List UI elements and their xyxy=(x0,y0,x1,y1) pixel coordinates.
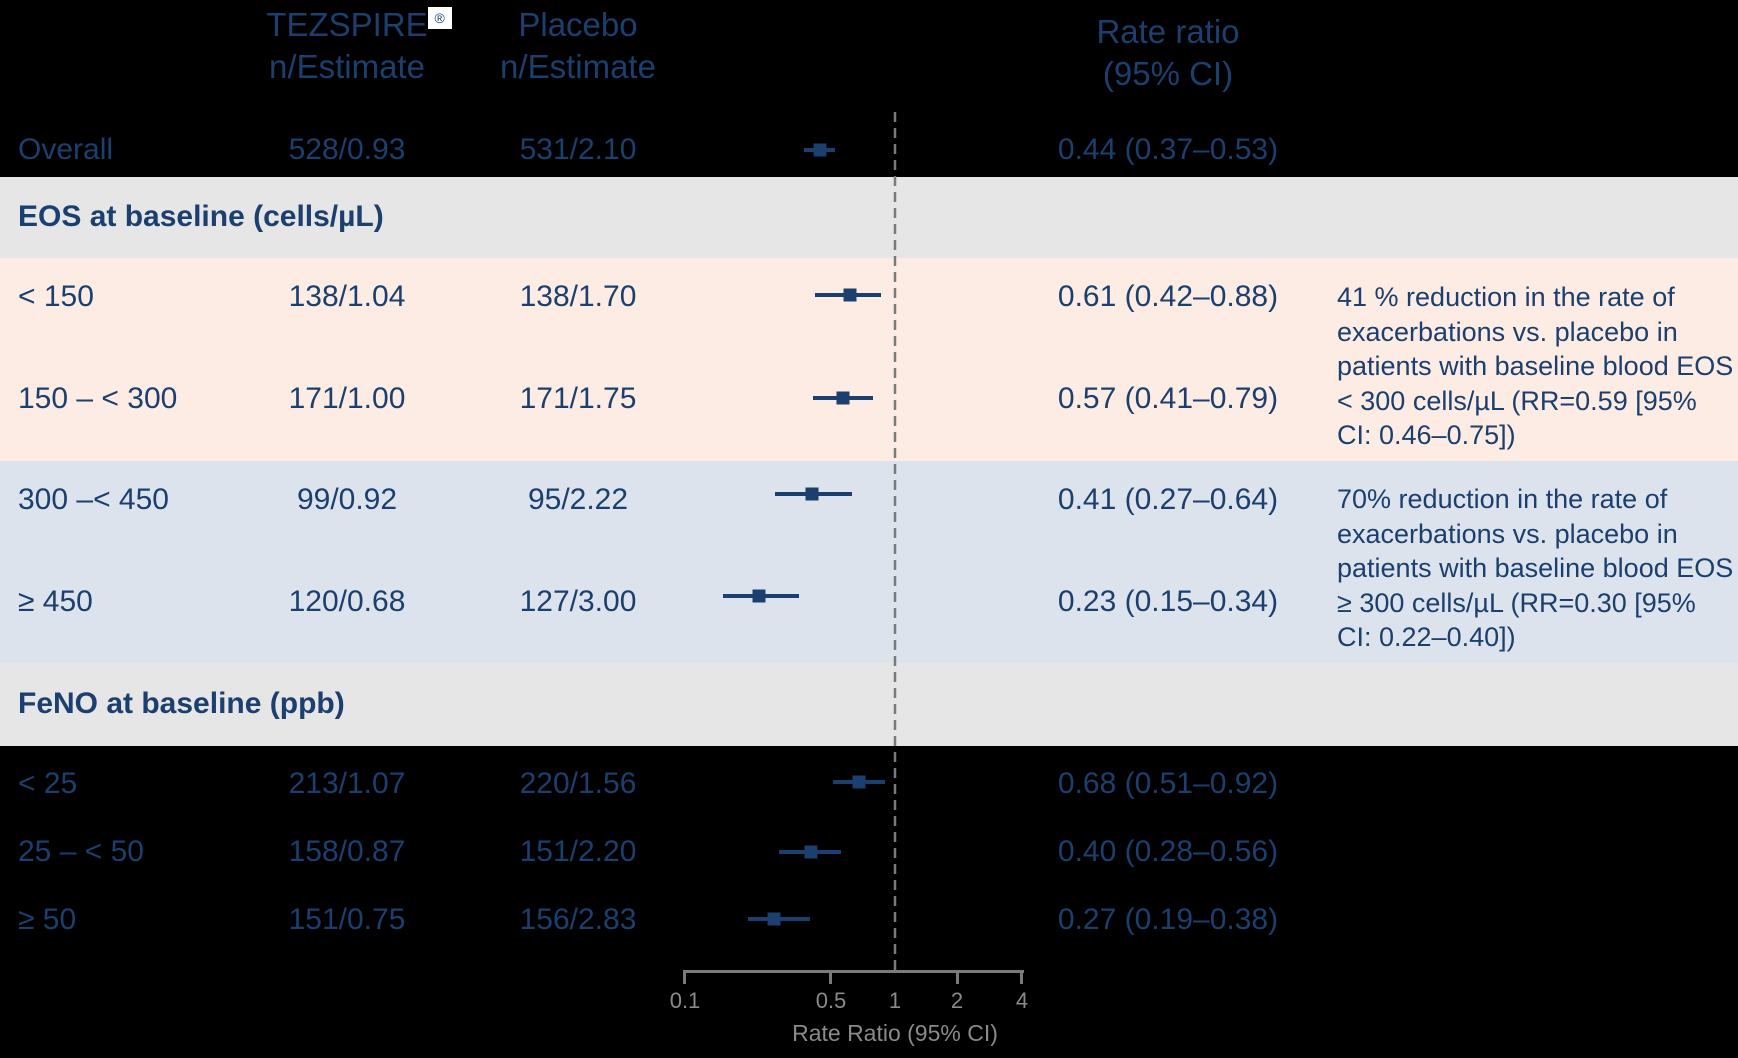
rate-ratio-value: 0.23 (0.15–0.34) xyxy=(1057,585,1279,618)
tezspire-value: 158/0.87 xyxy=(288,835,406,868)
x-axis-tick xyxy=(956,970,959,984)
registered-mark: ® xyxy=(427,7,452,29)
placebo-value: 171/1.75 xyxy=(519,382,637,415)
tezspire-header-subtitle: n/Estimate xyxy=(269,48,425,85)
row-label: 150 – < 300 xyxy=(18,382,178,415)
rate-ratio-value: 0.44 (0.37–0.53) xyxy=(1057,133,1279,166)
placebo-value: 220/1.56 xyxy=(519,767,637,800)
point-estimate-marker xyxy=(852,775,866,789)
x-tick-label: 0.1 xyxy=(669,988,701,1013)
eos-high-annotation: 70% reduction in the rate of exacerbatio… xyxy=(1337,484,1734,652)
rate-ratio-value: 0.61 (0.42–0.88) xyxy=(1057,280,1279,313)
rate-ratio-header-ci: (95% CI) xyxy=(1102,55,1234,92)
point-estimate-marker xyxy=(836,391,850,405)
x-tick-label: 2 xyxy=(950,988,964,1013)
placebo-value: 151/2.20 xyxy=(519,835,637,868)
row-label: ≥ 50 xyxy=(18,903,77,936)
point-estimate-marker xyxy=(805,487,819,501)
tezspire-value: 528/0.93 xyxy=(288,133,406,166)
rate-ratio-value: 0.41 (0.27–0.64) xyxy=(1057,483,1279,516)
x-tick-label: 0.5 xyxy=(815,988,847,1013)
tezspire-value: 213/1.07 xyxy=(288,767,406,800)
rate-ratio-value: 0.57 (0.41–0.79) xyxy=(1057,382,1279,415)
eos-low-band xyxy=(0,258,1738,461)
point-estimate-marker xyxy=(813,143,827,157)
point-estimate-marker xyxy=(843,288,857,302)
row-label: < 150 xyxy=(18,280,94,313)
rate-ratio-value: 0.27 (0.19–0.38) xyxy=(1057,903,1279,936)
row-label: 300 –< 450 xyxy=(18,483,169,516)
point-estimate-marker xyxy=(767,912,781,926)
placebo-header-name: Placebo xyxy=(518,6,638,43)
feno-section-band xyxy=(0,663,1738,746)
eos-section-band xyxy=(0,177,1738,258)
placebo-value: 531/2.10 xyxy=(519,133,637,166)
eos-section-title: EOS at baseline (cells/µL) xyxy=(18,200,384,233)
x-axis-tick xyxy=(683,970,686,984)
reference-line xyxy=(893,112,897,972)
placebo-value: 156/2.83 xyxy=(519,903,637,936)
row-label: 25 – < 50 xyxy=(18,835,144,868)
feno-section-title: FeNO at baseline (ppb) xyxy=(18,687,345,720)
x-axis-line xyxy=(684,970,1024,973)
tezspire-value: 138/1.04 xyxy=(288,280,406,313)
placebo-value: 127/3.00 xyxy=(519,585,637,618)
tezspire-header: TEZSPIRE ® n/Estimate xyxy=(227,4,467,88)
placebo-header: Placebo n/Estimate xyxy=(458,4,698,88)
x-axis-tick xyxy=(1020,970,1023,984)
row-label: Overall xyxy=(18,133,114,166)
tezspire-value: 171/1.00 xyxy=(288,382,406,415)
point-estimate-marker xyxy=(752,589,766,603)
point-estimate-marker xyxy=(804,845,818,859)
x-tick-label: 4 xyxy=(1015,988,1029,1013)
tezspire-value: 151/0.75 xyxy=(288,903,406,936)
rate-ratio-header-title: Rate ratio xyxy=(1096,13,1240,50)
row-label: < 25 xyxy=(18,767,78,800)
tezspire-header-name: TEZSPIRE xyxy=(266,6,428,43)
row-label: ≥ 450 xyxy=(18,585,93,618)
eos-low-annotation: 41 % reduction in the rate of exacerbati… xyxy=(1337,282,1734,450)
tezspire-value: 99/0.92 xyxy=(296,483,398,516)
tezspire-value: 120/0.68 xyxy=(288,585,406,618)
rate-ratio-value: 0.68 (0.51–0.92) xyxy=(1057,767,1279,800)
x-axis-title: Rate Ratio (95% CI) xyxy=(792,1020,998,1046)
rate-ratio-value: 0.40 (0.28–0.56) xyxy=(1057,835,1279,868)
placebo-value: 95/2.22 xyxy=(527,483,629,516)
x-axis-tick xyxy=(829,970,832,984)
placebo-value: 138/1.70 xyxy=(519,280,637,313)
placebo-header-subtitle: n/Estimate xyxy=(500,48,656,85)
rate-ratio-header: Rate ratio (95% CI) xyxy=(998,11,1338,95)
eos-high-band xyxy=(0,461,1738,663)
x-tick-label: 1 xyxy=(888,988,902,1013)
